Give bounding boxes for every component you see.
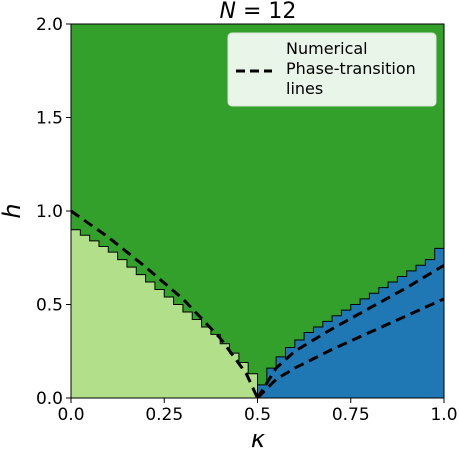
- right-upper-line: [256, 263, 444, 398]
- left-line: [71, 209, 259, 398]
- y-tick-label: 1.5: [36, 109, 63, 129]
- x-tick-label: 0.25: [145, 405, 183, 425]
- y-tick-label: 0.5: [36, 296, 63, 316]
- y-tick-label: 0.0: [36, 389, 63, 409]
- right-lower-line: [256, 297, 444, 398]
- chart-title: N = 12: [220, 0, 297, 24]
- y-axis-label: h: [0, 203, 26, 218]
- legend-entry-phase-transition: Phase-transition: [286, 59, 416, 78]
- legend-entry-numerical: Numerical: [286, 39, 368, 58]
- x-tick-label: 0.5: [244, 405, 271, 425]
- y-axis-ticks: 0.0 0.5 1.0 1.5 2.0: [36, 15, 71, 409]
- legend-entry-lines: lines: [286, 79, 323, 98]
- chart-title-rest: = 12: [236, 0, 296, 24]
- x-tick-label: 0.75: [332, 405, 370, 425]
- x-tick-label: 0.0: [57, 405, 84, 425]
- x-axis-ticks: 0.0 0.25 0.5 0.75 1.0: [57, 398, 458, 425]
- x-tick-label: 1.0: [430, 405, 457, 425]
- y-tick-label: 1.0: [36, 202, 63, 222]
- region-right: [257, 247, 444, 398]
- legend-box: [227, 32, 437, 107]
- x-axis-label: κ: [251, 425, 266, 449]
- legend: Numerical Phase-transition lines: [227, 32, 437, 107]
- chart-title-symbol: N: [220, 0, 236, 24]
- y-tick-label: 2.0: [36, 15, 63, 35]
- transition-lines: [71, 209, 444, 398]
- legend-numerical-patch: [236, 42, 274, 56]
